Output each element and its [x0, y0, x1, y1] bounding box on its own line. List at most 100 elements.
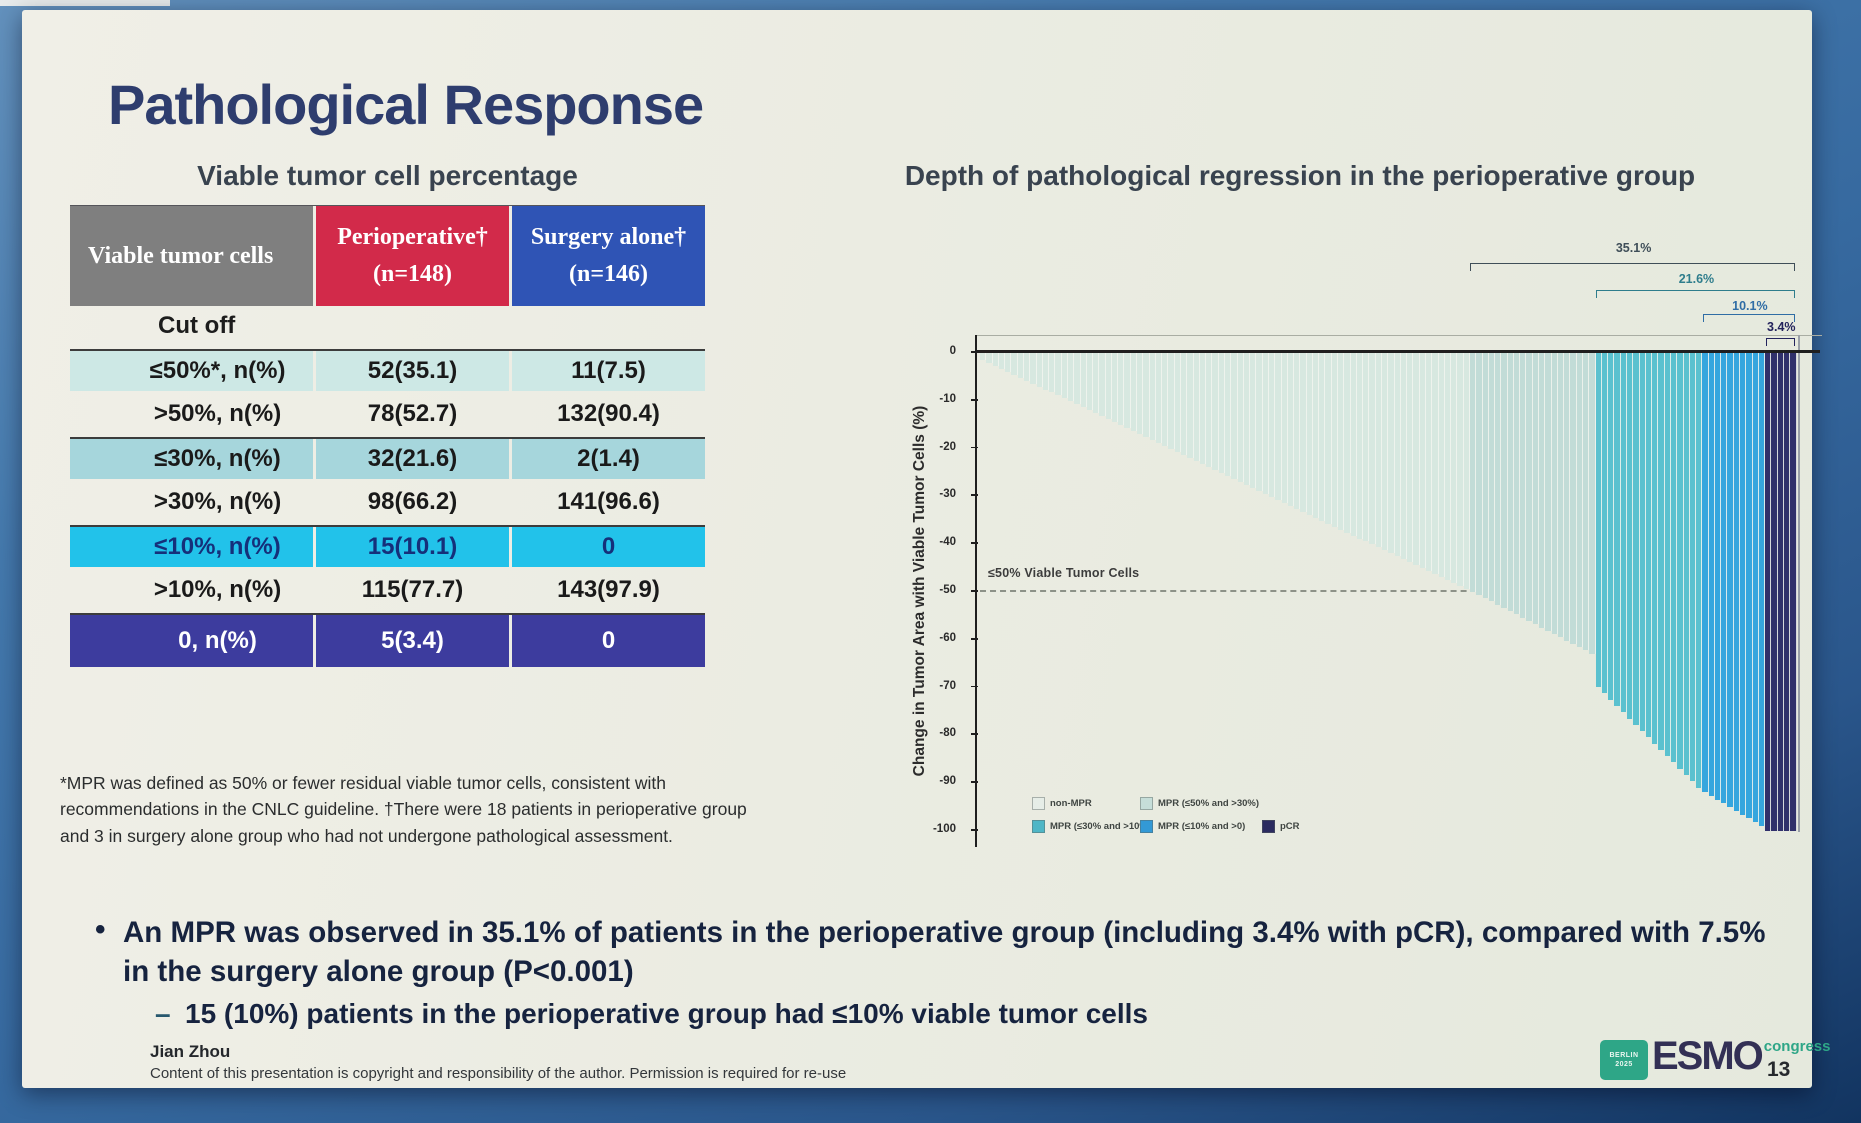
waterfall-bar	[1300, 352, 1307, 512]
esmo-logo: BERLIN 2025 ESMO congress	[1600, 1036, 1831, 1080]
waterfall-bar	[1042, 352, 1050, 390]
table-cell: 0, n(%)	[70, 615, 313, 667]
table-title: Viable tumor cell percentage	[197, 160, 578, 191]
waterfall-bar	[1030, 352, 1037, 384]
slide: Pathological Response Viable tumor cell …	[22, 10, 1831, 1088]
waterfall-bar	[1061, 352, 1068, 399]
waterfall-bar	[1513, 352, 1521, 615]
waterfall-bar	[1714, 352, 1722, 800]
waterfall-bar	[1526, 352, 1533, 621]
legend-swatch	[1140, 820, 1153, 833]
table-row: >10%, n(%) 115(77.7) 143(97.9)	[70, 570, 705, 610]
table-cell: 2(1.4)	[512, 439, 705, 479]
waterfall-bar	[1758, 352, 1766, 826]
waterfall-bar	[1583, 352, 1590, 651]
esmo-wordmark: ESMO	[1652, 1034, 1764, 1078]
table-header-label: Viable tumor cells	[88, 242, 274, 269]
waterfall-bar	[1023, 352, 1031, 381]
legend-swatch	[1032, 820, 1045, 833]
waterfall-bar	[1557, 352, 1565, 638]
y-tick-mark	[971, 351, 978, 353]
waterfall-bar	[1344, 352, 1351, 533]
table-header-label: Surgery alone†	[530, 224, 687, 250]
y-tick-label: -70	[939, 679, 956, 692]
table-cell: 115(77.7)	[361, 576, 464, 603]
waterfall-bar	[1218, 352, 1225, 473]
waterfall-bar	[1055, 352, 1062, 396]
waterfall-bar	[1444, 352, 1452, 581]
waterfall-bar	[1564, 352, 1571, 641]
table-row: ≤30%, n(%) 32(21.6) 2(1.4)	[70, 437, 705, 479]
waterfall-bar	[1105, 352, 1112, 420]
y-tick-mark	[971, 733, 978, 736]
waterfall-bar	[1369, 352, 1376, 545]
legend-label: MPR (≤50% and >30%)	[1158, 798, 1260, 809]
waterfall-bar	[1287, 352, 1295, 506]
table-row: 0, n(%) 5(3.4) 0	[70, 613, 705, 667]
waterfall-bar	[1689, 352, 1697, 782]
waterfall-bar	[1488, 352, 1496, 602]
table-row: >30%, n(%) 98(66.2) 141(96.6)	[70, 482, 705, 522]
photo-edge-glint	[0, 0, 170, 6]
legend-item: non-MPR	[1032, 797, 1092, 810]
waterfall-bar	[1645, 352, 1653, 738]
waterfall-bar	[1124, 352, 1131, 429]
table-header-n: (n=146)	[568, 261, 648, 287]
y-tick-label: -40	[939, 536, 956, 549]
y-tick-label: -80	[939, 727, 956, 740]
waterfall-bar	[1532, 352, 1540, 625]
waterfall-bars	[980, 352, 1797, 831]
legend-item: MPR (≤10% and >0)	[1140, 820, 1245, 833]
waterfall-bar	[1476, 352, 1483, 595]
waterfall-bar	[1237, 352, 1244, 482]
waterfall-bar	[992, 352, 999, 366]
waterfall-bar	[1363, 352, 1370, 542]
waterfall-bar	[1771, 352, 1778, 831]
waterfall-bar	[1243, 352, 1251, 485]
table-cell: ≤30%, n(%)	[70, 439, 313, 479]
table-row: ≤10%, n(%) 15(10.1) 0	[70, 525, 705, 567]
waterfall-bar	[1256, 352, 1263, 491]
y-tick-label: -10	[939, 392, 956, 405]
y-tick-mark	[971, 590, 978, 592]
bullet-main-text: An MPR was observed in 35.1% of patients…	[123, 916, 1766, 989]
annotation-bracket	[1765, 338, 1795, 346]
waterfall-bar	[1570, 352, 1577, 644]
annotation-percent-label: 35.1%	[1615, 241, 1652, 255]
waterfall-bar	[1017, 352, 1024, 378]
threshold-label: ≤50% Viable Tumor Cells	[988, 566, 1140, 580]
annotation-percent-label: 10.1%	[1732, 299, 1768, 313]
table-cell: 0	[512, 527, 705, 567]
waterfall-bar	[1626, 352, 1634, 719]
waterfall-bar	[1652, 352, 1659, 744]
waterfall-bar	[1407, 352, 1414, 563]
y-tick-label: -90	[939, 775, 956, 788]
waterfall-bar	[1765, 352, 1772, 831]
waterfall-bar	[1086, 352, 1094, 411]
waterfall-bar	[1507, 352, 1514, 612]
waterfall-bar	[1639, 352, 1646, 731]
waterfall-bar	[1670, 352, 1678, 763]
copyright-line: Content of this presentation is copyrigh…	[150, 1065, 847, 1082]
table-cell: >50%, n(%)	[153, 400, 282, 427]
waterfall-bar	[1790, 352, 1797, 831]
waterfall-bar	[1495, 352, 1502, 605]
y-tick-label: 0	[949, 345, 956, 357]
plot-right-frame	[1798, 335, 1800, 832]
annotation-bracket	[1470, 263, 1795, 271]
annotation-bracket	[1595, 290, 1795, 298]
waterfall-bar	[986, 352, 993, 363]
waterfall-bar	[1382, 352, 1389, 551]
sub-bullet-marker: –	[155, 998, 171, 1029]
waterfall-bar	[1501, 352, 1508, 608]
y-tick-mark	[971, 829, 978, 831]
annotation-percent-label: 3.4%	[1767, 320, 1796, 334]
waterfall-bar	[1740, 352, 1747, 815]
waterfall-bar	[1111, 352, 1119, 423]
waterfall-bar	[1331, 352, 1339, 527]
waterfall-bar	[1268, 352, 1276, 497]
waterfall-bar	[1294, 352, 1301, 509]
waterfall-bar	[1193, 352, 1200, 461]
waterfall-bar	[1130, 352, 1138, 432]
legend-label: pCR	[1280, 821, 1300, 832]
